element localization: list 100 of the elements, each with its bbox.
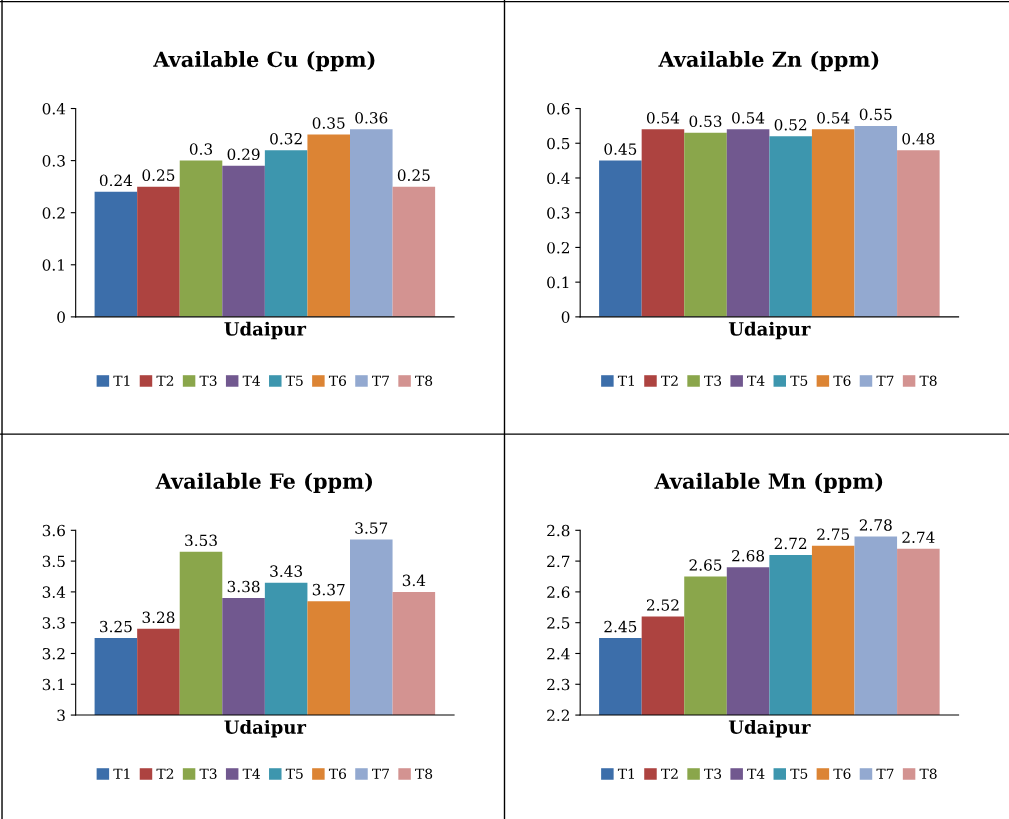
legend-label: T4	[747, 375, 765, 386]
bar	[726, 129, 770, 317]
y-tick-label: 0	[561, 311, 570, 323]
data-label: 0.54	[646, 112, 680, 124]
legend-label: T2	[156, 768, 174, 779]
data-label: 0.36	[355, 112, 388, 124]
chart-title: Available Zn (ppm)	[658, 51, 879, 72]
legend-label: T3	[199, 768, 217, 779]
legend-label: T8	[415, 768, 433, 779]
y-tick-label: 3.3	[42, 617, 65, 629]
legend-label: T4	[242, 768, 260, 779]
data-label: 3.25	[100, 620, 132, 633]
bar	[307, 134, 350, 317]
y-tick-label: 0.4	[42, 102, 66, 115]
x-tick-label: Udaipur	[224, 719, 307, 738]
chart-title: Available Mn (ppm)	[654, 472, 883, 493]
bar	[264, 150, 308, 317]
data-label: 2.52	[646, 599, 679, 611]
y-tick-label: 2.6	[547, 586, 570, 598]
y-tick-label: 3.5	[42, 555, 65, 568]
bar	[684, 132, 727, 317]
bar	[222, 165, 265, 317]
data-label: 2.45	[604, 620, 637, 633]
data-label: 0.53	[689, 115, 722, 128]
y-tick-label: 2.7	[547, 555, 570, 568]
bar	[641, 129, 685, 317]
chart-title: Available Fe (ppm)	[155, 472, 373, 493]
y-tick-label: 0.2	[547, 241, 569, 254]
data-label: 0.45	[604, 143, 637, 155]
bar	[854, 125, 898, 317]
x-tick-label: Udaipur	[224, 321, 307, 340]
legend-label: T3	[704, 375, 722, 386]
data-label: 3.57	[355, 522, 388, 534]
data-label: 0.25	[142, 169, 175, 181]
y-tick-label: 2.3	[547, 678, 570, 691]
y-tick-label: 0	[57, 311, 65, 323]
data-label: 2.68	[732, 549, 765, 562]
data-label: 0.25	[397, 169, 430, 181]
y-tick-label: 3.6	[42, 524, 65, 537]
data-label: 0.3	[189, 143, 213, 155]
bar	[769, 136, 812, 317]
y-tick-label: 0.1	[547, 276, 569, 289]
y-tick-label: 2.4	[547, 647, 570, 660]
legend-label: T1	[617, 375, 634, 386]
y-tick-label: 2.5	[547, 617, 570, 629]
y-tick-label: 0.1	[42, 259, 64, 271]
legend-label: T7	[372, 375, 389, 386]
y-tick-label: 2.2	[547, 709, 569, 722]
data-label: 3.37	[312, 583, 345, 596]
y-tick-label: 3	[57, 709, 65, 722]
data-label: 2.75	[817, 528, 850, 540]
data-label: 0.32	[270, 132, 302, 145]
y-tick-label: 3.2	[42, 647, 65, 660]
legend-label: T6	[833, 375, 851, 386]
data-label: 3.28	[142, 611, 175, 624]
chart-title: Available Cu (ppm)	[153, 51, 375, 72]
bar	[179, 160, 223, 317]
legend-label: T2	[661, 375, 678, 386]
legend-label: T6	[328, 375, 347, 386]
data-label: 0.52	[774, 119, 807, 131]
data-label: 0.29	[227, 148, 260, 161]
legend-label: T5	[285, 768, 303, 779]
legend-label: T4	[747, 768, 765, 779]
y-tick-label: 0.4	[547, 172, 570, 184]
legend-label: T4	[242, 375, 260, 386]
bar	[599, 160, 642, 317]
legend-label: T1	[113, 768, 130, 779]
data-label: 0.54	[732, 112, 765, 124]
data-label: 3.43	[270, 565, 303, 577]
legend-label: T5	[790, 768, 808, 779]
legend-label: T5	[285, 375, 303, 386]
legend-label: T2	[156, 375, 174, 386]
bar	[137, 186, 180, 317]
data-label: 0.35	[312, 117, 345, 129]
y-tick-label: 0.6	[547, 102, 570, 115]
x-tick-label: Udaipur	[728, 719, 811, 738]
data-label: 2.78	[859, 519, 892, 531]
bar	[811, 129, 855, 317]
data-label: 0.48	[902, 132, 935, 145]
legend-label: T3	[199, 375, 217, 386]
data-label: 3.53	[185, 534, 217, 547]
legend-label: T8	[919, 768, 937, 779]
y-tick-label: 0.3	[547, 207, 570, 219]
bar	[392, 186, 436, 317]
bar	[350, 129, 393, 317]
legend-label: T6	[833, 768, 851, 779]
legend-label: T7	[876, 768, 894, 779]
data-label: 2.74	[902, 531, 935, 544]
legend-label: T2	[661, 768, 678, 779]
legend-label: T7	[372, 768, 389, 779]
data-label: 3.38	[227, 580, 260, 593]
x-tick-label: Udaipur	[728, 321, 811, 340]
y-tick-label: 2.8	[547, 524, 570, 537]
y-tick-label: 3.4	[42, 586, 66, 598]
legend-label: T5	[790, 375, 808, 386]
legend-label: T1	[113, 375, 130, 386]
y-tick-label: 0.2	[42, 207, 65, 219]
data-label: 2.72	[774, 537, 807, 550]
legend-label: T8	[415, 375, 433, 386]
legend-label: T7	[876, 375, 894, 386]
